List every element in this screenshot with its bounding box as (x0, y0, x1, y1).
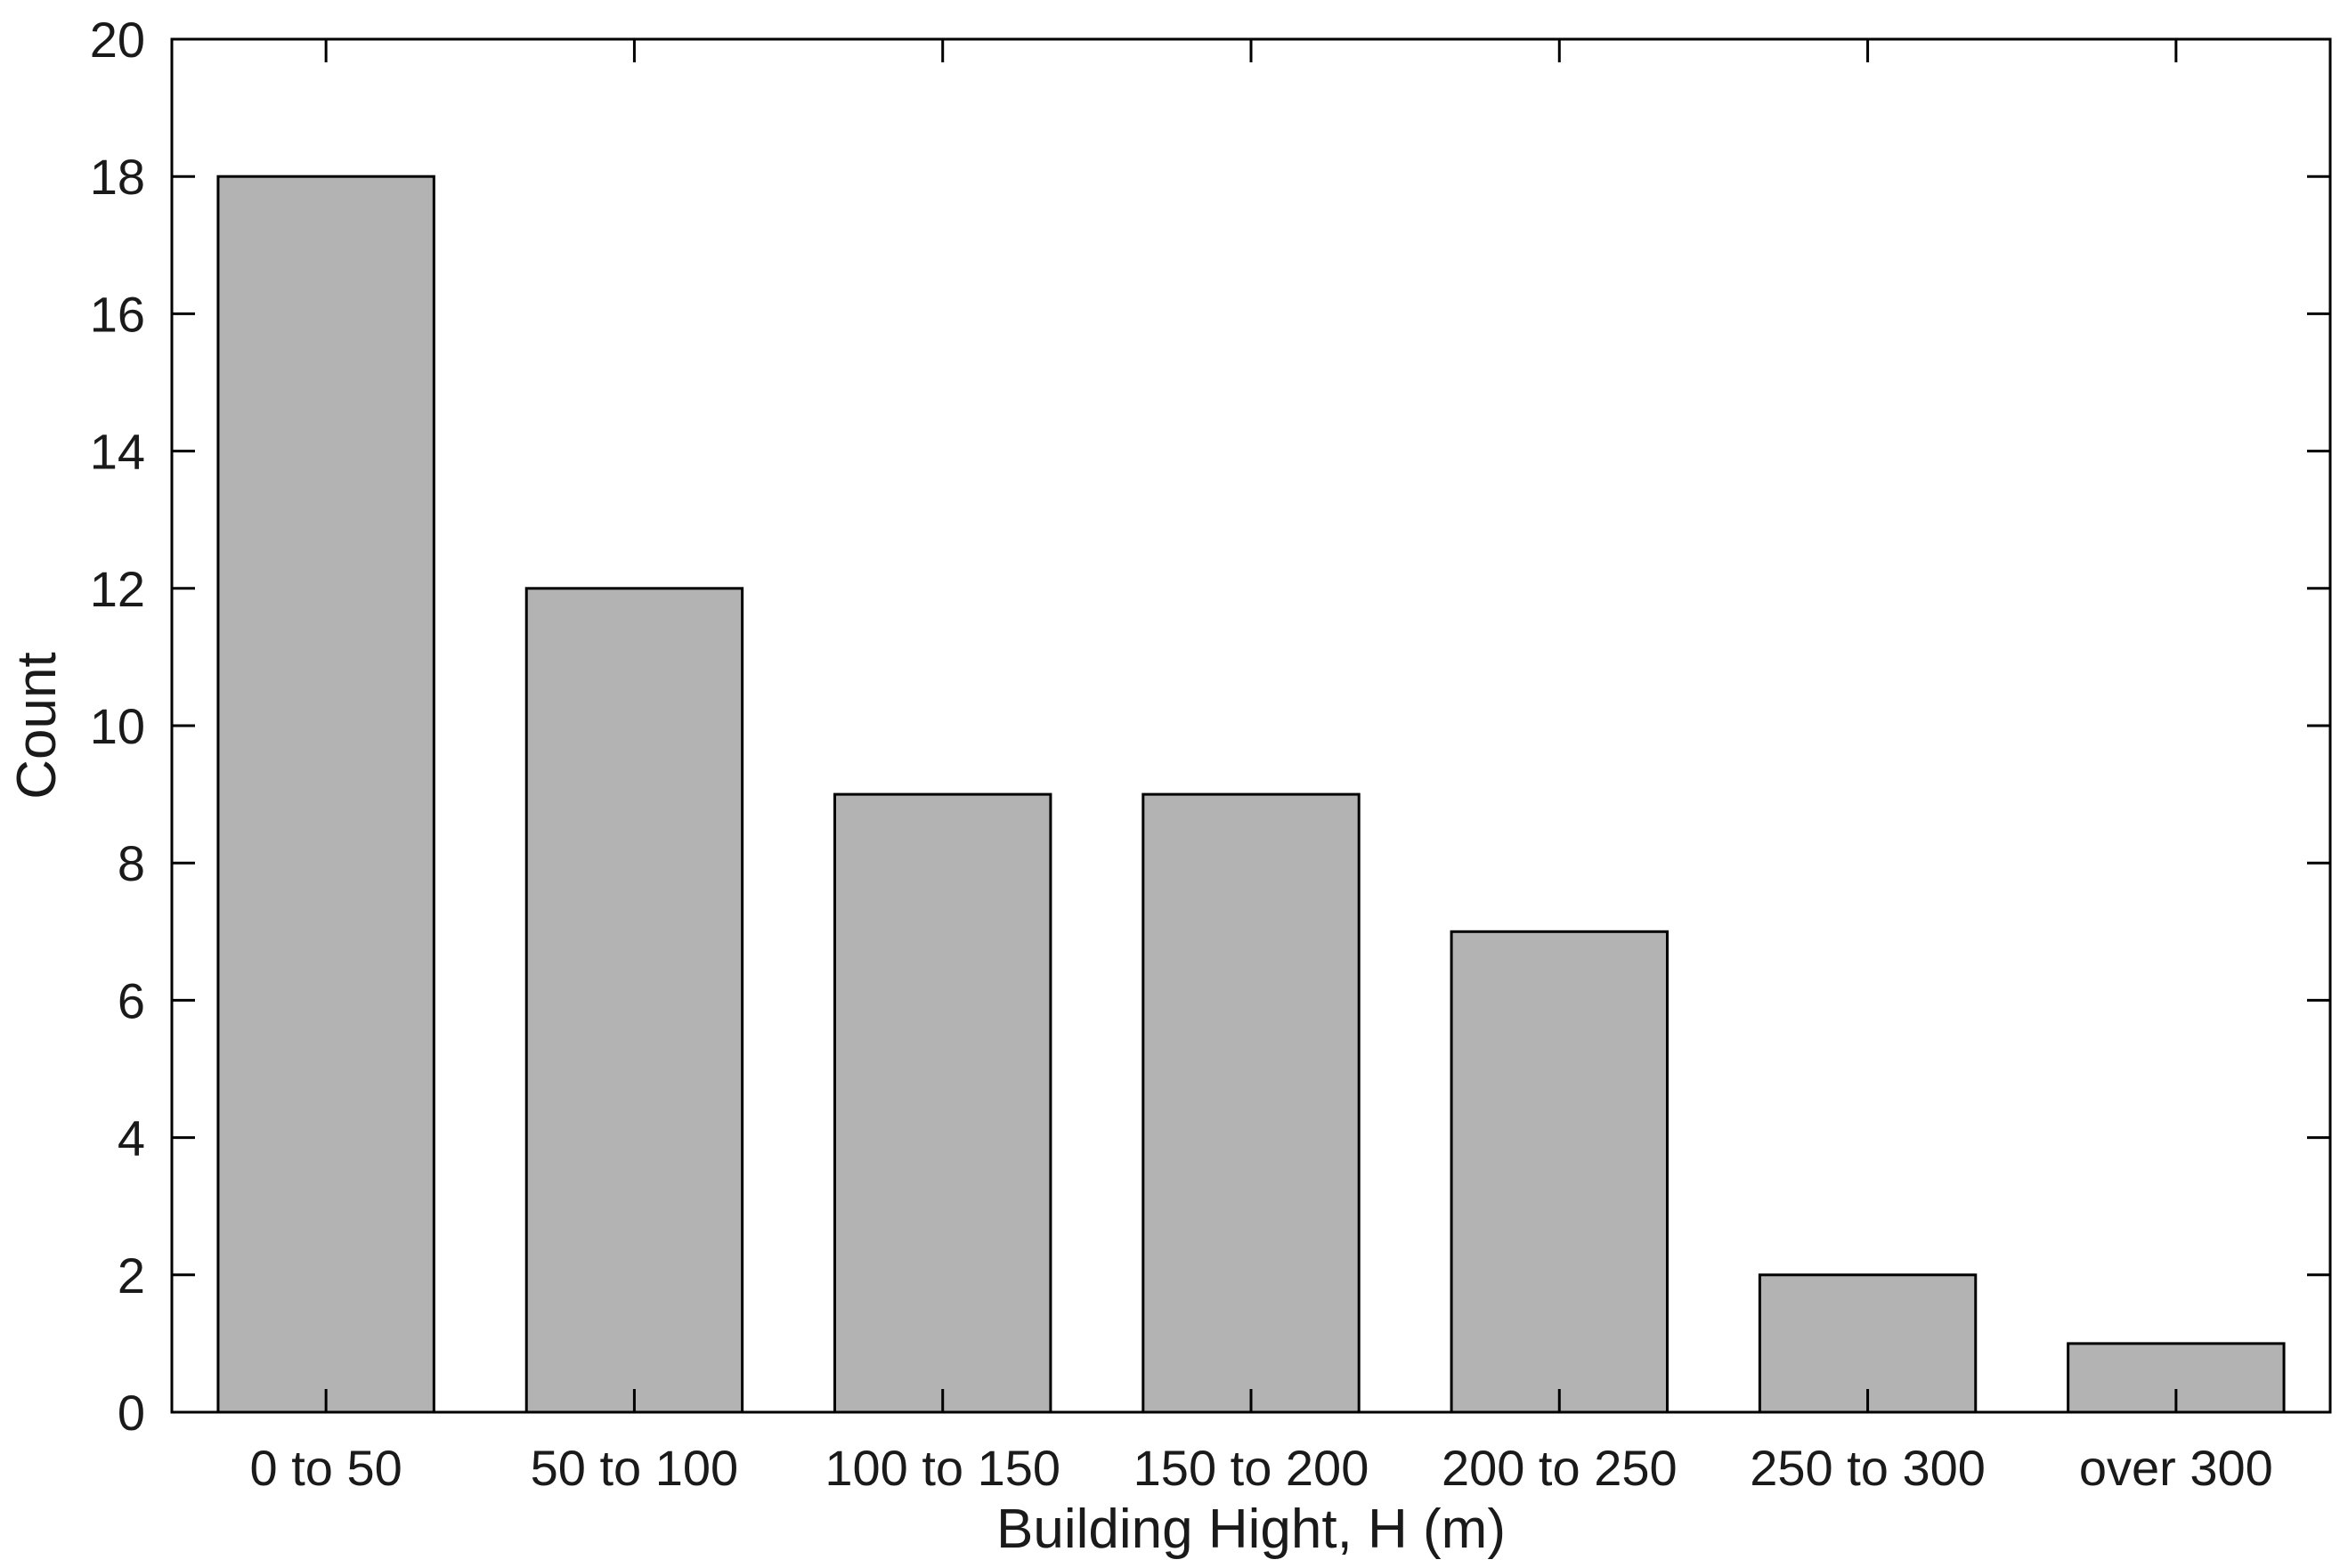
x-axis-title: Building Hight, H (m) (996, 1499, 1506, 1560)
y-tick-label: 8 (118, 835, 145, 891)
y-tick-labels: 0 2 4 6 8 10 12 14 16 18 20 (90, 12, 145, 1441)
y-tick-label: 4 (118, 1110, 145, 1166)
bar (216, 175, 435, 1414)
y-tick-label: 18 (90, 149, 145, 205)
x-tick-labels: 0 to 50 50 to 100 100 to 150 150 to 200 200 … (250, 1440, 2273, 1496)
x-tick-label: over 300 (2079, 1440, 2273, 1496)
bar (1142, 792, 1361, 1414)
x-tick-label: 100 to 150 (825, 1440, 1060, 1496)
x-tick-label: 50 to 100 (531, 1440, 739, 1496)
y-tick-label: 14 (90, 424, 145, 480)
y-tick-label: 2 (118, 1247, 145, 1304)
x-tick-label: 200 to 250 (1442, 1440, 1678, 1496)
bar (833, 792, 1052, 1414)
y-tick-label: 16 (90, 286, 145, 342)
x-tick-label: 150 to 200 (1133, 1440, 1369, 1496)
y-tick-label: 12 (90, 561, 145, 617)
x-tick-label: 250 to 300 (1750, 1440, 1986, 1496)
bars (216, 175, 2286, 1414)
y-tick-label: 10 (90, 698, 145, 754)
bar (524, 587, 744, 1414)
plot-frame (170, 37, 2332, 1414)
y-tick-label: 20 (90, 12, 145, 68)
y-tick-label: 6 (118, 972, 145, 1028)
y-axis-title: Count (6, 652, 68, 799)
y-tick-label: 0 (118, 1385, 145, 1441)
bar (1450, 930, 1669, 1414)
x-tick-label: 0 to 50 (250, 1440, 402, 1496)
